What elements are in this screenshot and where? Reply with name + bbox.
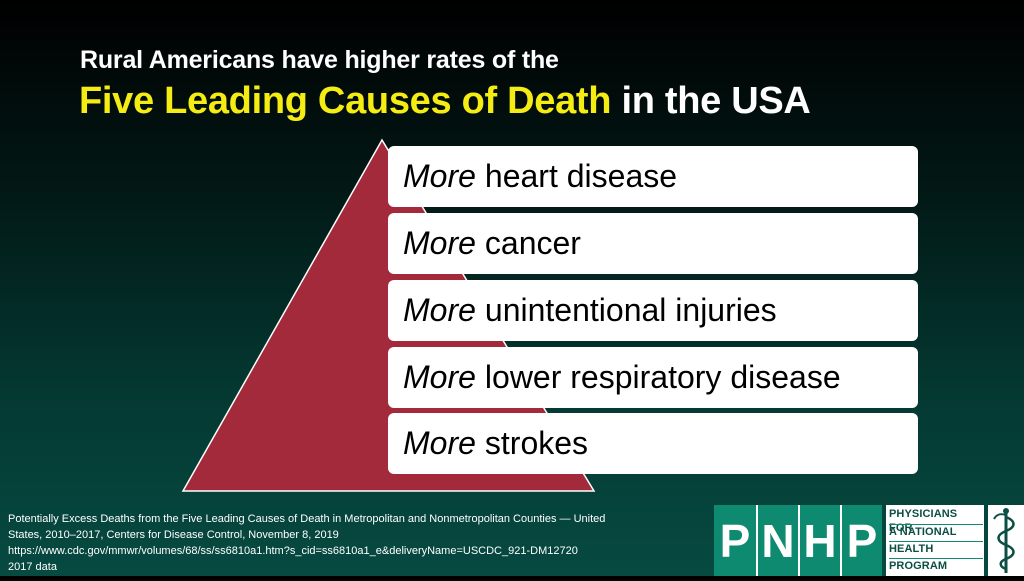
cause-label: lower respiratory disease	[484, 359, 841, 395]
logo-word: PROGRAM	[889, 558, 983, 573]
cause-label: strokes	[484, 425, 589, 461]
cause-item-heart-disease: More heart disease	[388, 146, 918, 207]
cause-item-unintentional-injuries: More unintentional injuries	[388, 280, 918, 341]
logo-letters: P N H P	[714, 505, 882, 576]
logo-letter: N	[756, 505, 798, 576]
cause-prefix: More	[403, 425, 476, 461]
cause-label: cancer	[484, 225, 581, 261]
title-line-2: Five Leading Causes of Death in the USA	[79, 80, 811, 123]
cause-label: unintentional injuries	[484, 292, 777, 328]
logo-word: PHYSICIANS FOR	[889, 508, 958, 534]
logo-words: PHYSICIANS FOR A NATIONAL HEALTH PROGRAM	[886, 505, 984, 576]
citation-line-1: Potentially Excess Deaths from the Five …	[8, 513, 606, 525]
caduceus-icon	[988, 505, 1024, 576]
logo-word: HEALTH	[889, 541, 983, 556]
title-rest: in the USA	[621, 80, 811, 122]
title-line-1: Rural Americans have higher rates of the	[80, 46, 559, 74]
cause-prefix: More	[403, 158, 476, 194]
citation: Potentially Excess Deaths from the Five …	[8, 511, 688, 575]
cause-prefix: More	[403, 225, 476, 261]
cause-item-cancer: More cancer	[388, 213, 918, 274]
pnhp-logo: P N H P PHYSICIANS FOR A NATIONAL HEALTH…	[714, 505, 1024, 576]
logo-letter: P	[840, 505, 882, 576]
cause-item-lower-respiratory-disease: More lower respiratory disease	[388, 347, 918, 408]
cause-item-strokes: More strokes	[388, 413, 918, 474]
citation-line-2: States, 2010–2017, Centers for Disease C…	[8, 529, 339, 541]
logo-letter: P	[719, 514, 751, 567]
citation-line-4: 2017 data	[8, 561, 57, 573]
title-highlight: Five Leading Causes of Death	[79, 80, 612, 122]
cause-prefix: More	[403, 292, 476, 328]
logo-letter: H	[798, 505, 840, 576]
cause-prefix: More	[403, 359, 476, 395]
logo-word: A NATIONAL	[889, 524, 983, 539]
citation-url: https://www.cdc.gov/mmwr/volumes/68/ss/s…	[8, 545, 578, 557]
cause-label: heart disease	[484, 158, 678, 194]
